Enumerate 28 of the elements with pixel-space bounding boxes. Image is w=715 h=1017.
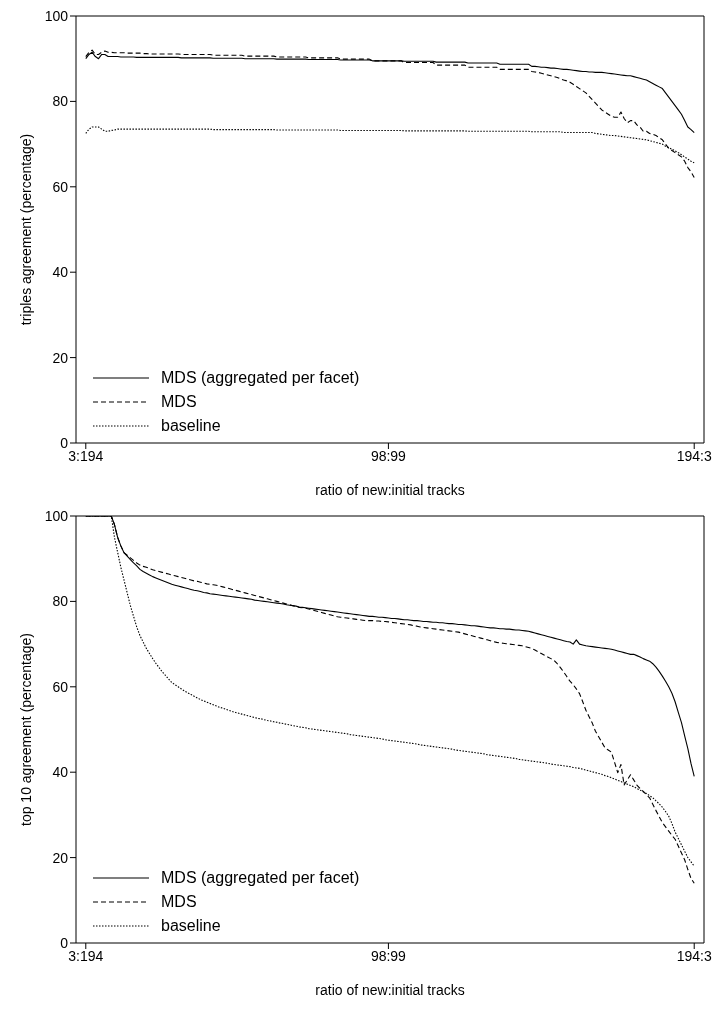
y-tick-label: 40 xyxy=(52,764,69,781)
y-tick-label: 60 xyxy=(52,178,69,195)
x-tick-label: 98:99 xyxy=(370,947,407,964)
y-axis-title: triples agreement (percentage) xyxy=(17,133,34,326)
y-tick-label: 40 xyxy=(52,264,69,281)
legend-label: MDS xyxy=(161,393,197,411)
legend-label: MDS (aggregated per facet) xyxy=(161,869,360,887)
legend-label: baseline xyxy=(161,417,221,435)
x-axis-title: ratio of new:initial tracks xyxy=(315,982,465,998)
y-tick-label: 20 xyxy=(52,349,69,366)
y-tick-label: 80 xyxy=(52,93,69,110)
x-tick-label: 3:194 xyxy=(68,947,104,964)
x-tick-label: 194:3 xyxy=(676,447,712,464)
y-tick-label: 60 xyxy=(52,678,69,695)
y-tick-label: 100 xyxy=(44,507,69,524)
legend-label: baseline xyxy=(161,917,221,935)
y-tick-label: 20 xyxy=(52,849,69,866)
legend-label: MDS (aggregated per facet) xyxy=(161,369,360,387)
x-tick-label: 3:194 xyxy=(68,447,104,464)
y-tick-label: 0 xyxy=(60,434,69,451)
x-axis-title: ratio of new:initial tracks xyxy=(315,482,465,498)
y-tick-label: 100 xyxy=(44,7,69,24)
x-tick-label: 98:99 xyxy=(370,447,407,464)
y-tick-label: 80 xyxy=(52,593,69,610)
legend-label: MDS xyxy=(161,893,197,911)
y-axis-title: top 10 agreement (percentage) xyxy=(17,632,34,827)
x-tick-label: 194:3 xyxy=(676,947,712,964)
y-tick-label: 0 xyxy=(60,934,69,951)
